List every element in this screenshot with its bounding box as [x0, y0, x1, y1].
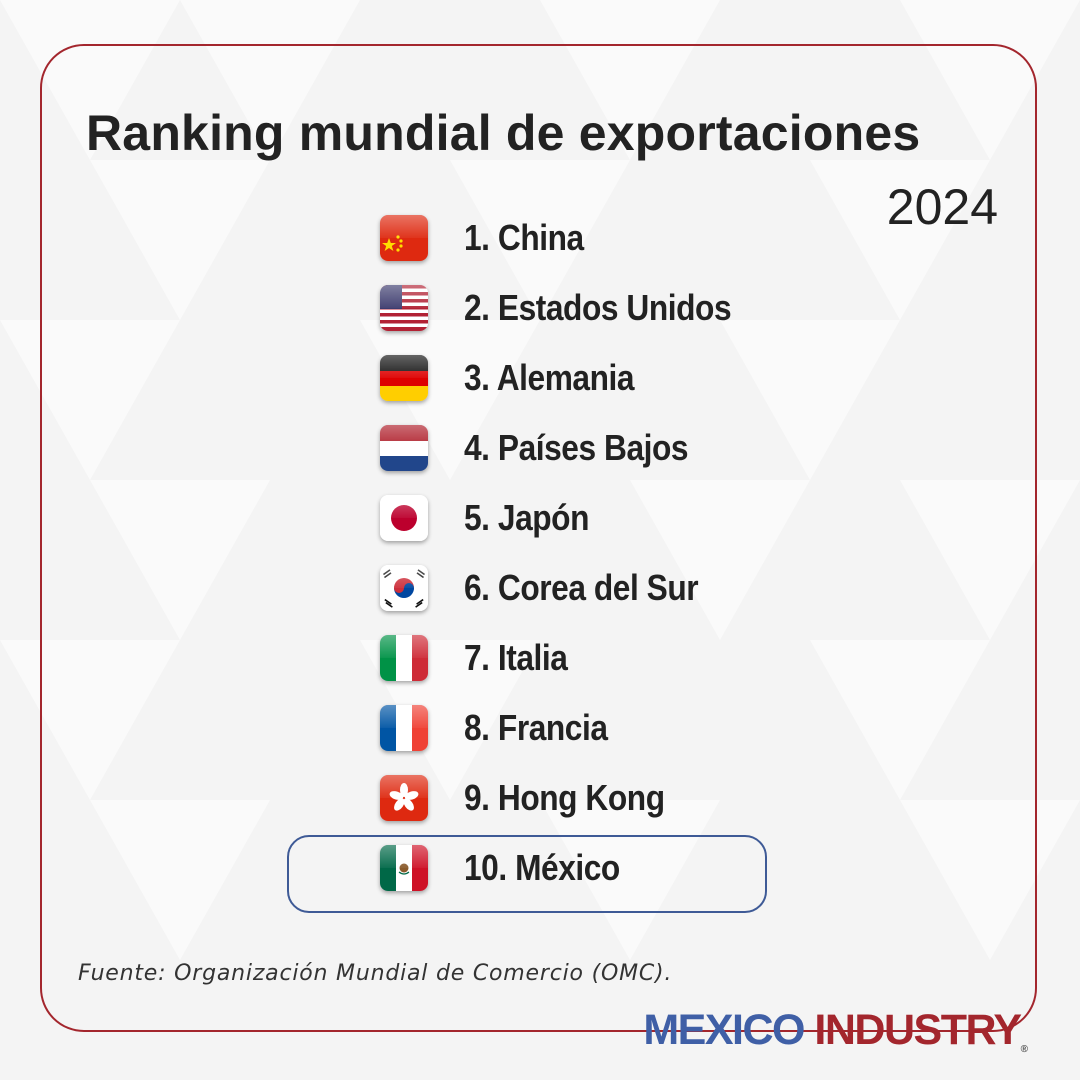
registered-mark: ®	[1020, 1044, 1028, 1055]
source-note: Fuente: Organización Mundial de Comercio…	[78, 961, 673, 986]
ranking-label: 7. Italia	[464, 637, 568, 678]
south-korea-flag-icon	[380, 565, 428, 611]
ranking-label: 2. Estados Unidos	[464, 287, 732, 328]
china-flag-icon	[380, 215, 428, 261]
ranking-item-south-korea: 6. Corea del Sur	[380, 560, 730, 616]
germany-flag-icon	[380, 355, 428, 401]
ranking-item-hong-kong: 9. Hong Kong	[380, 770, 692, 826]
ranking-item-germany: 3. Alemania	[380, 350, 657, 406]
hong-kong-flag-icon	[380, 775, 428, 821]
logo-part-mexico: MEXICO	[643, 1006, 805, 1054]
ranking-item-netherlands: 4. Países Bajos	[380, 420, 719, 476]
usa-flag-icon	[380, 285, 428, 331]
rounded-frame	[40, 44, 1037, 1032]
ranking-item-mexico: 10. México	[380, 840, 641, 896]
ranking-item-usa: 2. Estados Unidos	[380, 280, 768, 336]
ranking-label: 1. China	[464, 217, 584, 258]
page-title: Ranking mundial de exportaciones	[86, 105, 921, 161]
year-label: 2024	[886, 179, 998, 235]
ranking-item-china: 1. China	[380, 210, 600, 266]
mexico-flag-icon	[380, 845, 428, 891]
ranking-label: 10. México	[464, 847, 620, 888]
italy-flag-icon	[380, 635, 428, 681]
ranking-item-france: 8. Francia	[380, 700, 627, 756]
japan-flag-icon	[380, 495, 428, 541]
mexico-industry-logo: MEXICO INDUSTRY®	[643, 1006, 1028, 1055]
ranking-label: 8. Francia	[464, 707, 608, 748]
logo-part-industry: INDUSTRY	[814, 1006, 1022, 1054]
ranking-label: 6. Corea del Sur	[464, 567, 699, 608]
netherlands-flag-icon	[380, 425, 428, 471]
ranking-item-italy: 7. Italia	[380, 630, 582, 686]
ranking-label: 4. Países Bajos	[464, 427, 689, 468]
ranking-label: 5. Japón	[464, 497, 590, 538]
ranking-label: 3. Alemania	[464, 357, 635, 398]
highlight-box-mexico	[287, 835, 767, 913]
ranking-item-japan: 5. Japón	[380, 490, 606, 546]
france-flag-icon	[380, 705, 428, 751]
ranking-label: 9. Hong Kong	[464, 777, 665, 818]
